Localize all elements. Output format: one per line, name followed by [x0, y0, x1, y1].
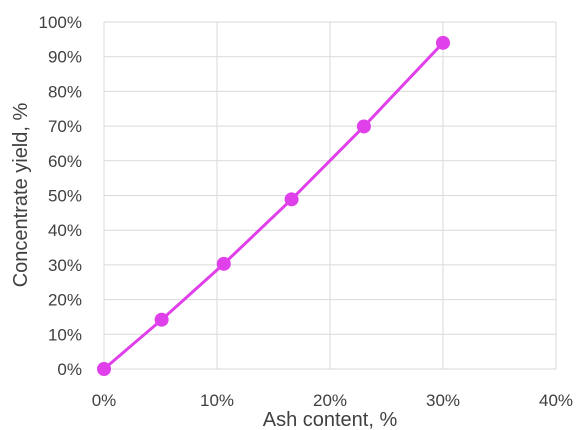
- y-tick-label: 60%: [48, 152, 82, 171]
- y-tick-label: 40%: [48, 221, 82, 240]
- y-axis-title: Concentrate yield, %: [10, 103, 32, 288]
- x-tick-label: 10%: [200, 391, 234, 410]
- series-line: [102, 41, 445, 371]
- y-tick-label: 20%: [48, 291, 82, 310]
- data-point: [356, 119, 371, 134]
- y-tick-label: 100%: [39, 13, 82, 32]
- data-point: [284, 192, 299, 207]
- data-point: [154, 312, 169, 327]
- x-tick-label: 20%: [313, 391, 347, 410]
- y-tick-label: 50%: [48, 187, 82, 206]
- data-point: [436, 35, 450, 50]
- x-tick-label: 0%: [92, 391, 117, 410]
- tick-labels: 0% 10% 20% 30% 40% 50% 60% 70% 80% 90% 100% 0% 10% 20…: [39, 13, 574, 410]
- y-tick-label: 70%: [48, 117, 82, 136]
- x-axis-title: Ash content, %: [263, 409, 398, 430]
- data-point: [216, 256, 231, 271]
- y-tick-label: 0%: [57, 360, 82, 379]
- grid-lines: [103, 21, 557, 370]
- series-layer: [97, 35, 450, 376]
- x-tick-label: 40%: [539, 391, 573, 410]
- y-tick-label: 90%: [48, 48, 82, 67]
- x-tick-label: 30%: [426, 391, 460, 410]
- y-tick-label: 80%: [48, 82, 82, 101]
- data-point: [97, 362, 111, 376]
- y-tick-label: 30%: [48, 256, 82, 275]
- y-tick-label: 10%: [48, 325, 82, 344]
